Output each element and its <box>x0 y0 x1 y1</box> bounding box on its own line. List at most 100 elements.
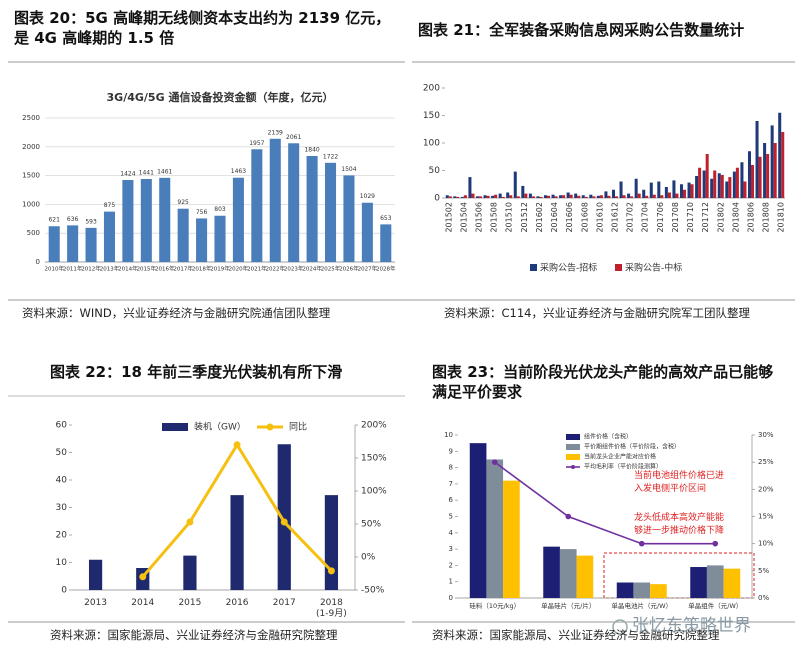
bar <box>747 151 751 198</box>
legend-label: 组件价格（含税） <box>584 433 632 441</box>
bar <box>577 195 581 198</box>
x-tick-label: 2025年 <box>321 265 341 273</box>
value-label: 756 <box>196 209 208 216</box>
legend-label: 装机（GW） <box>194 421 246 433</box>
source: 资料来源：C114，兴业证券经济与金融研究院军工团队整理 <box>444 306 750 320</box>
bar <box>177 208 189 262</box>
bar <box>713 170 717 198</box>
bar <box>543 195 547 198</box>
y-tick-label: 2000 <box>22 143 40 151</box>
legend-label: 平价期组件价格（平价阶段，含税） <box>584 443 680 451</box>
bar <box>343 175 355 262</box>
y2-tick-label: 100% <box>361 487 387 497</box>
x-tick-label: 201808 <box>762 202 771 233</box>
x-tick-label: 2018 (1-9月) <box>316 598 347 619</box>
y-tick-label: 0 <box>449 594 453 602</box>
y-tick-label: 20 <box>56 531 68 541</box>
legend-label: 当前龙头企业产能对应价格 <box>584 453 656 461</box>
bar <box>183 555 197 590</box>
value-label: 803 <box>214 206 226 213</box>
bar <box>725 181 729 198</box>
y2-tick-label: 0% <box>361 553 376 563</box>
y-tick-label: 7 <box>449 480 453 488</box>
x-tick-label: 201506 <box>475 202 484 233</box>
y2-tick-label: 20% <box>758 485 774 493</box>
bar <box>604 191 608 198</box>
y-tick-label: 150 <box>423 111 440 121</box>
bar <box>277 444 291 590</box>
bar <box>596 195 600 198</box>
y-tick-label: 100 <box>423 139 440 149</box>
panel-title: 图表 23：当前阶段光伏龙头产能的高效产品已能够满足平价要求 <box>432 363 774 402</box>
legend-swatch <box>266 423 274 431</box>
bar <box>483 195 487 198</box>
legend-swatch <box>571 465 575 469</box>
bar <box>269 138 281 262</box>
y2-tick-label: 10% <box>758 540 774 548</box>
y-tick-label: 500 <box>27 229 40 237</box>
source: 资料来源：国家能源局、兴业证券经济与金融研究院整理 <box>50 628 338 642</box>
value-label: 1504 <box>341 166 356 173</box>
bar <box>616 582 634 598</box>
y2-tick-label: 30% <box>758 431 774 439</box>
value-label: 1463 <box>231 168 246 175</box>
bar <box>634 178 638 198</box>
x-tick-label: 201604 <box>550 202 559 233</box>
bar <box>781 132 785 198</box>
x-tick-label: 201612 <box>611 202 620 233</box>
x-tick-label: 201606 <box>565 202 574 233</box>
bar <box>67 225 79 262</box>
bar <box>468 177 472 198</box>
bar <box>574 193 578 198</box>
y-tick-label: 40 <box>56 476 68 486</box>
bar <box>650 584 667 598</box>
bar <box>463 195 467 198</box>
line-marker <box>233 441 241 449</box>
bar <box>566 192 570 198</box>
legend-swatch <box>566 434 580 440</box>
bar <box>766 154 770 198</box>
panel-title: 图表 21：全军装备采购信息网采购公告数量统计 <box>418 21 745 39</box>
panel-title: 图表 20：5G 高峰期无线侧资本支出约为 2139 亿元，是 4G 高峰期的 … <box>14 9 391 48</box>
y-tick-label: 30 <box>56 503 68 513</box>
y-tick-label: 1 <box>449 578 453 586</box>
bar <box>85 227 97 262</box>
x-tick-label: 2013 <box>84 598 108 608</box>
panel-title: 图表 22：18 年前三季度光伏装机有所下滑 <box>50 363 343 381</box>
x-tick-label: 2026年 <box>339 265 359 273</box>
bar <box>706 565 724 598</box>
bar <box>159 177 171 262</box>
y-tick-label: 4 <box>449 529 454 537</box>
value-label: 875 <box>104 202 116 209</box>
bar <box>773 143 777 198</box>
bar <box>589 194 593 198</box>
bar <box>615 196 619 198</box>
bar <box>486 459 504 598</box>
value-label: 593 <box>85 218 97 225</box>
bar <box>361 202 373 262</box>
legend-swatch <box>162 423 188 431</box>
bar <box>735 167 739 198</box>
y2-tick-label: -50% <box>361 586 385 596</box>
value-label: 1461 <box>157 168 172 175</box>
x-tick-label: 201602 <box>535 202 544 233</box>
y-tick-label: 50 <box>429 166 441 176</box>
bar <box>611 189 615 198</box>
bar <box>453 196 457 198</box>
value-label: 653 <box>380 215 392 222</box>
bar <box>232 177 244 262</box>
bar <box>140 178 152 262</box>
bar <box>664 187 668 198</box>
x-tick-label: 2017年 <box>173 265 193 273</box>
line-marker <box>327 567 335 575</box>
x-tick-label: 201810 <box>777 202 786 233</box>
bar <box>448 196 452 198</box>
x-tick-label: 单晶硅片（元/片） <box>541 601 595 610</box>
bar <box>506 192 510 198</box>
legend-label: 采购公告-招标 <box>540 262 597 274</box>
line-marker <box>186 518 194 526</box>
x-tick-label: 201502 <box>444 202 453 233</box>
bar <box>214 215 226 262</box>
bar <box>559 195 563 198</box>
